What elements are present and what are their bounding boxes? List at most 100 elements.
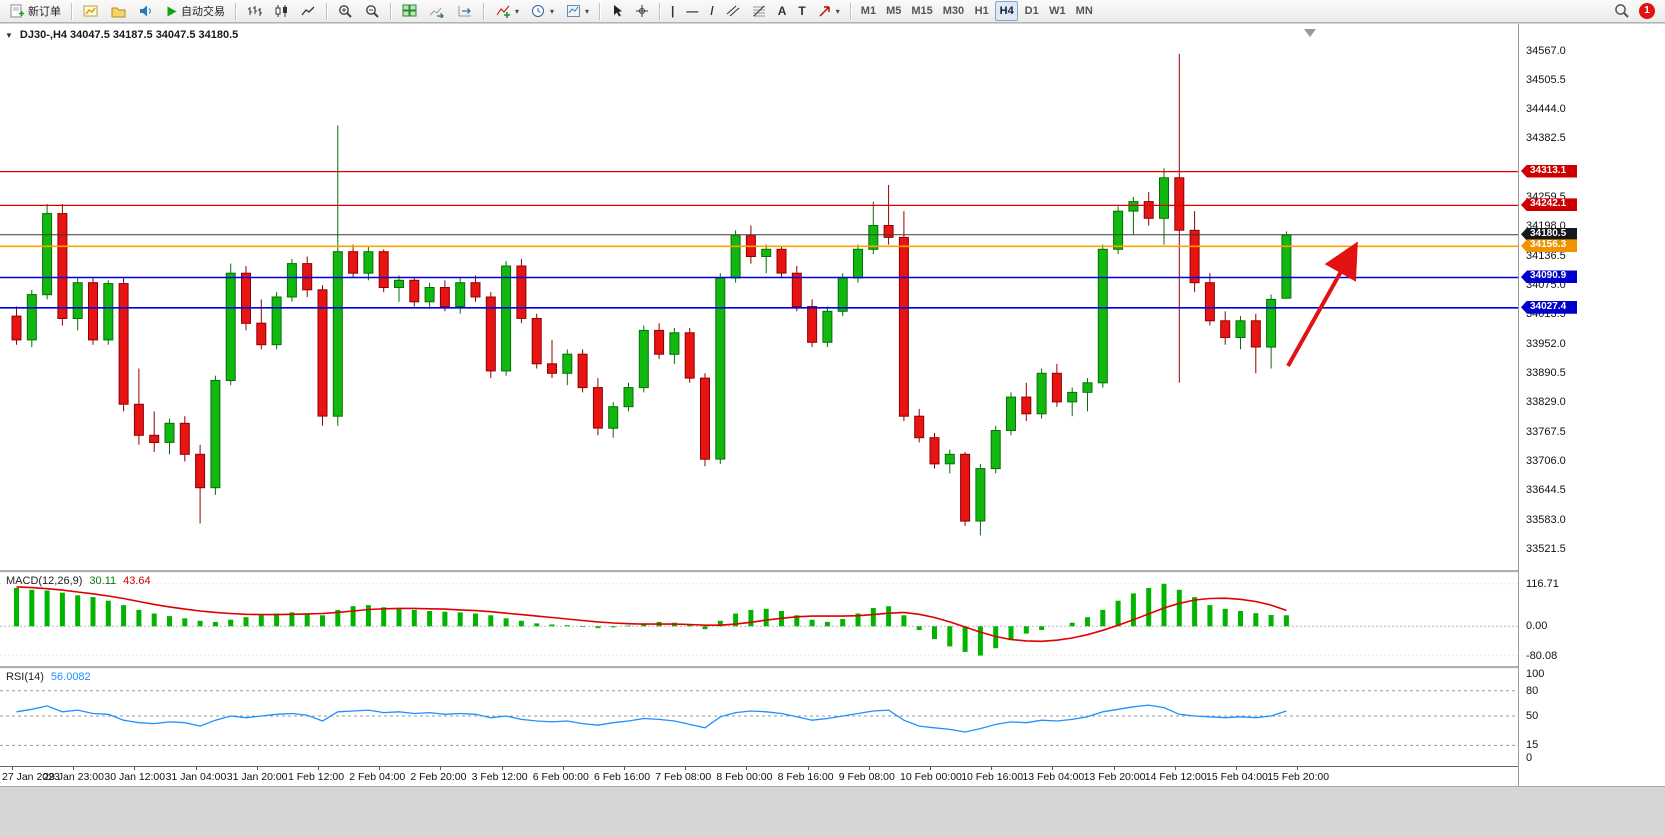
arrows-button[interactable]: ▾ [813, 1, 845, 21]
periods-button[interactable]: ▾ [526, 1, 559, 21]
horizontal-line-icon: — [686, 4, 699, 18]
timeframe-h4[interactable]: H4 [995, 1, 1019, 21]
vertical-line-button[interactable]: | [666, 1, 679, 21]
timeframe-m30[interactable]: M30 [939, 1, 968, 21]
toolbar-separator [599, 2, 602, 20]
timeframe-m5[interactable]: M5 [882, 1, 905, 21]
sound-button[interactable] [133, 1, 158, 21]
time-tick [1052, 767, 1054, 770]
cursor-button[interactable] [606, 1, 628, 21]
macd-label: MACD(12,26,9) 30.11 43.64 [6, 575, 151, 587]
candlestick-chart-icon [275, 5, 287, 17]
price-axis-label: 34136.5 [1526, 249, 1566, 262]
profiles-button[interactable] [106, 1, 131, 21]
macd-chart [0, 583, 1518, 657]
time-tick [12, 767, 13, 770]
label-icon: T [798, 4, 806, 18]
timeframe-h1[interactable]: H1 [970, 1, 993, 21]
price-tag: 34156.3 [1521, 239, 1577, 253]
toolbar-separator [235, 2, 237, 20]
templates-button[interactable]: ▾ [561, 1, 594, 21]
timeframe-m1[interactable]: M1 [857, 1, 880, 21]
zoom-in-button[interactable] [333, 1, 358, 21]
chart-window: ▼ DJ30-,H4 34047.5 34187.5 34047.5 34180… [0, 24, 1665, 786]
channel-button[interactable] [721, 1, 745, 21]
timeframe-w1[interactable]: W1 [1045, 1, 1070, 21]
price-tag: 34027.4 [1521, 300, 1577, 314]
main-chart-plot[interactable]: ▼ DJ30-,H4 34047.5 34187.5 34047.5 34180… [0, 24, 1518, 570]
price-tag: 34242.1 [1521, 198, 1577, 212]
crosshair-button[interactable] [630, 1, 654, 21]
trendline-button[interactable]: / [705, 1, 718, 21]
time-axis-label: 9 Feb 08:00 [838, 771, 895, 783]
time-axis-label: 29 Jan 23:00 [43, 771, 104, 783]
new-chart-button[interactable] [78, 1, 104, 21]
time-tick [73, 767, 75, 770]
toolbar-separator [71, 2, 73, 20]
text-button[interactable]: A [773, 1, 792, 21]
macd-axis-label: -80.08 [1526, 649, 1558, 662]
label-button[interactable]: T [793, 1, 810, 21]
price-axis[interactable]: 34567.0 34505.5 34444.0 34382.5 34259.5 34198… [1518, 24, 1665, 786]
candlestick-chart-button[interactable] [269, 1, 294, 21]
notification-badge[interactable]: 1 [1639, 3, 1655, 19]
time-tick [134, 767, 136, 770]
arrow-shape-icon [819, 6, 830, 17]
new-order-button[interactable]: 新订单 [5, 1, 66, 21]
time-axis[interactable]: 27 Jan 2023 29 Jan 23:00 30 Jan 12:00 31 Ja… [0, 766, 1518, 787]
rsi-panel[interactable]: RSI(14) 56.0082 [0, 668, 1518, 766]
time-axis-label: 14 Feb 12:00 [1144, 771, 1207, 783]
toolbar-separator [659, 2, 662, 20]
fibonacci-button[interactable] [747, 1, 771, 21]
time-tick [318, 767, 319, 770]
time-axis-label: 30 Jan 12:00 [104, 771, 166, 783]
auto-scroll-button[interactable] [424, 1, 450, 21]
rsi-value: 56.0082 [50, 671, 91, 683]
zoom-out-button[interactable] [360, 1, 385, 21]
panel-divider[interactable] [0, 570, 1665, 573]
rsi-axis-label: 100 [1526, 668, 1545, 680]
cursor-icon [614, 5, 623, 17]
macd-panel[interactable]: MACD(12,26,9) 30.11 43.64 [0, 572, 1518, 666]
horizontal-line-button[interactable]: — [681, 1, 703, 21]
time-tick [501, 767, 503, 770]
autotrading-button[interactable]: 自动交易 [160, 1, 230, 21]
rsi-axis-label: 0 [1526, 752, 1533, 764]
time-axis-label: 31 Jan 20:00 [226, 771, 288, 783]
sound-icon [140, 5, 151, 17]
indicators-button[interactable]: ▾ [490, 1, 524, 21]
candlestick-chart [0, 29, 1518, 536]
chart-shift-icon [458, 6, 471, 17]
price-axis-label: 33583.0 [1526, 513, 1566, 526]
timeframe-mn[interactable]: MN [1072, 1, 1097, 21]
macd-main-value: 30.11 [89, 575, 117, 587]
time-axis-label: 1 Feb 12:00 [288, 771, 345, 783]
time-tick [195, 767, 197, 770]
time-axis-label: 13 Feb 04:00 [1022, 771, 1085, 783]
toolbar-separator [326, 2, 328, 20]
price-tag: 34313.1 [1521, 164, 1577, 178]
channel-icon [726, 5, 740, 17]
search-icon[interactable] [1614, 3, 1630, 19]
indicators-icon [496, 5, 510, 18]
bar-chart-button[interactable] [242, 1, 267, 21]
chevron-down-icon: ▾ [550, 6, 555, 16]
status-strip [0, 786, 1665, 837]
price-tag: 34090.9 [1521, 270, 1577, 284]
toolbar-separator [849, 2, 852, 20]
toolbar-separator [483, 2, 485, 20]
autotrading-label: 自动交易 [181, 6, 225, 18]
new-chart-icon [83, 5, 98, 17]
line-chart-button[interactable] [296, 1, 321, 21]
chart-shift-button[interactable] [452, 1, 478, 21]
price-axis-label: 33644.5 [1526, 484, 1566, 497]
timeframe-m15[interactable]: M15 [907, 1, 936, 21]
tile-windows-button[interactable] [397, 1, 422, 21]
auto-scroll-icon [429, 7, 444, 18]
timeframe-d1[interactable]: D1 [1020, 1, 1043, 21]
chart-menu-icon[interactable]: ▼ [5, 30, 13, 40]
panel-divider[interactable] [0, 666, 1665, 669]
chart-title-text: DJ30-,H4 34047.5 34187.5 34047.5 34180.5 [19, 29, 239, 41]
price-axis-label: 33521.5 [1526, 542, 1566, 555]
new-order-icon [10, 4, 24, 18]
